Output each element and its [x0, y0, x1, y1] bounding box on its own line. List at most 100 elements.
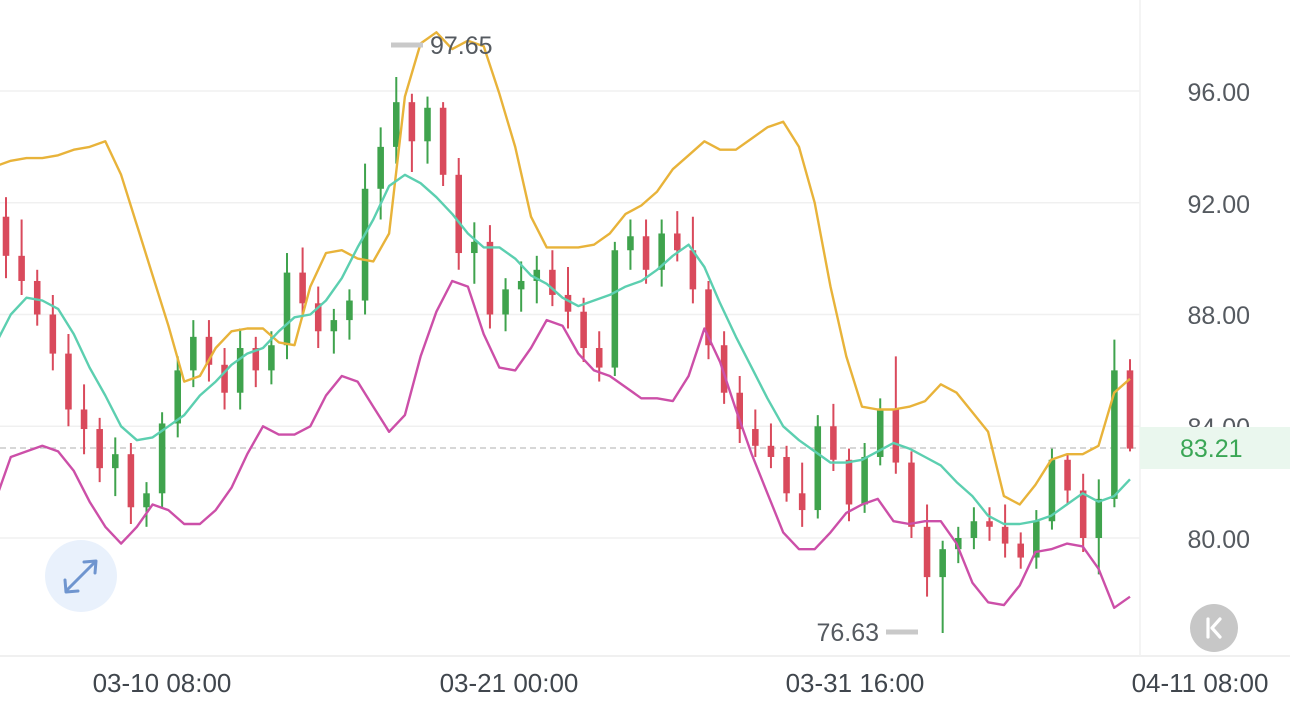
candle-body [876, 409, 884, 457]
candle [627, 219, 634, 270]
candle-body [361, 188, 369, 301]
candle-body [923, 526, 931, 578]
candle-body [158, 423, 166, 494]
scroll-to-latest-button[interactable] [1190, 604, 1238, 652]
candle-body [127, 454, 135, 508]
candle [2, 197, 10, 279]
candle-body [658, 233, 665, 270]
lower-band-line [0, 279, 1131, 609]
candle-body [1126, 370, 1134, 449]
candle [970, 507, 978, 550]
candle-body [861, 456, 868, 505]
y-tick-label: 96.00 [1187, 79, 1250, 107]
candle-body [49, 314, 57, 354]
high-marker-label: 97.65 [430, 32, 493, 60]
candle-body [346, 300, 353, 321]
current-price-label: 83.21 [1180, 435, 1243, 463]
candle-body [533, 269, 541, 281]
candle [1126, 359, 1134, 452]
candle [1079, 473, 1087, 552]
current-price-badge [1140, 427, 1290, 469]
candle-body [221, 364, 228, 393]
candle-body [408, 102, 416, 142]
candle [127, 443, 135, 525]
candle [330, 308, 338, 354]
candle [18, 219, 25, 295]
candle-body [65, 353, 72, 410]
candle [783, 445, 790, 502]
candle [939, 540, 946, 633]
candle [346, 289, 353, 340]
candle [221, 348, 228, 410]
y-tick-label: 88.00 [1187, 302, 1250, 330]
candle-body [1111, 370, 1118, 499]
grid-lines [0, 90, 1140, 539]
candle-body [908, 462, 915, 527]
candle-body [80, 409, 88, 430]
candle [923, 504, 931, 597]
candle [1064, 454, 1071, 505]
candle-body [767, 445, 775, 457]
high-marker: 97.65 [391, 32, 493, 60]
candle-body [455, 174, 463, 254]
candle-body [283, 272, 291, 346]
candle-body [252, 348, 260, 371]
candle [986, 507, 993, 541]
x-tick-label: 03-31 16:00 [786, 668, 925, 698]
candle [580, 297, 587, 362]
candle [190, 320, 197, 388]
candle-body [299, 272, 306, 304]
y-tick-label: 80.00 [1187, 526, 1250, 554]
candle-body [392, 102, 400, 147]
candle [408, 93, 416, 173]
middle-band-line [0, 173, 1131, 526]
candle-body [424, 107, 431, 142]
candle [96, 417, 103, 483]
candle-body [314, 303, 322, 332]
candle [705, 280, 712, 360]
candle-body [798, 493, 806, 511]
candle-body [783, 456, 790, 494]
candle-body [954, 538, 962, 550]
candle-body [236, 348, 244, 393]
y-tick-label: 92.00 [1187, 191, 1250, 219]
candle-body [830, 426, 837, 460]
candle-body [580, 311, 587, 349]
candle [158, 412, 166, 508]
candle [611, 241, 619, 376]
expand-button[interactable] [45, 540, 117, 612]
candle [236, 328, 244, 410]
candle-body [892, 409, 900, 463]
candle-body [502, 289, 509, 315]
candle-body [752, 429, 759, 446]
candle-body [1033, 521, 1040, 558]
candle [439, 102, 447, 186]
upper-band-line [0, 31, 1131, 506]
candle [471, 222, 478, 284]
candle-body [2, 216, 10, 256]
candle-body [96, 429, 103, 469]
candle [486, 225, 494, 329]
collapse-left-icon [1206, 617, 1222, 639]
candle [752, 409, 759, 457]
candle [283, 253, 291, 360]
candle-body [705, 289, 712, 346]
bollinger-bands [0, 31, 1131, 609]
candle-body [1064, 459, 1071, 491]
candle-body [1017, 543, 1025, 558]
candle-body [268, 345, 275, 371]
candle [1017, 532, 1025, 569]
candle-body [564, 294, 572, 312]
candle-body [143, 493, 150, 508]
candle [892, 356, 900, 474]
candle-body [611, 250, 619, 368]
y-axis-labels: 96.00 92.00 88.00 84.00 80.00 [1187, 79, 1250, 554]
candle [111, 437, 119, 497]
candle [830, 403, 837, 471]
candle [689, 216, 697, 304]
candle [502, 278, 509, 332]
candle-body [439, 107, 447, 175]
candle [174, 356, 182, 438]
candle-body [986, 521, 993, 527]
